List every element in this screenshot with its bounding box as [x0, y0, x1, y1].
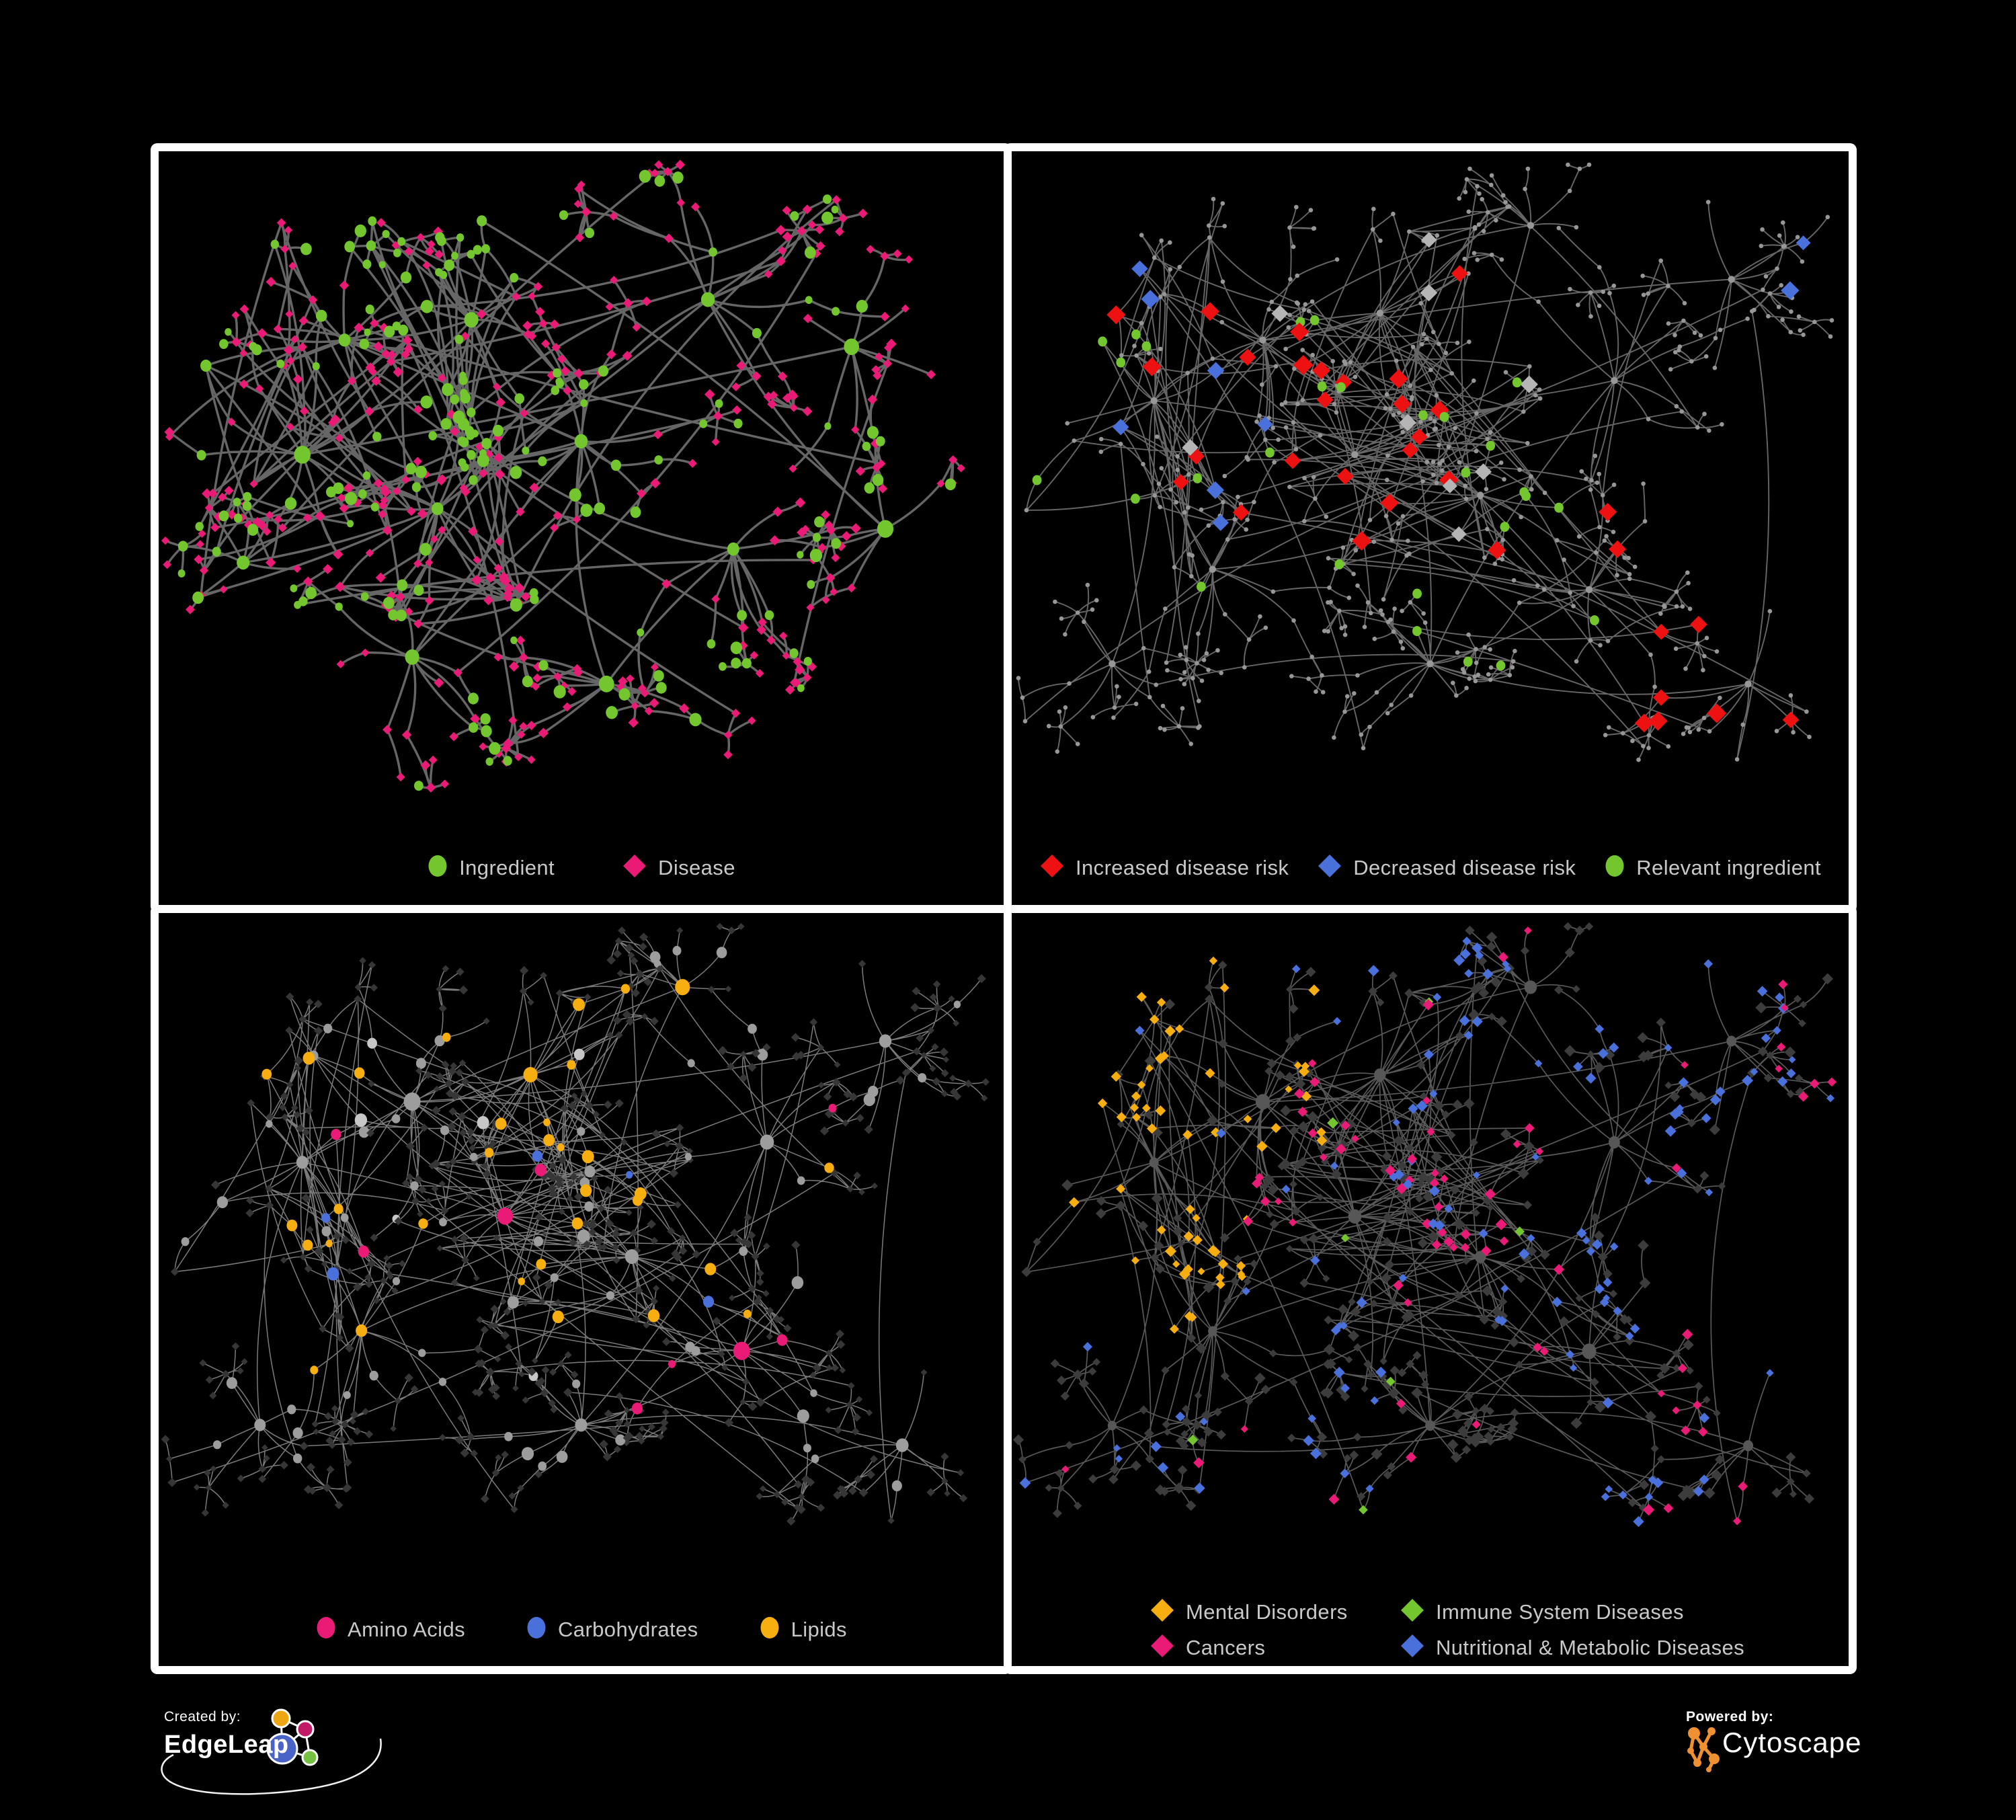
diamond-node-icon — [1150, 1633, 1175, 1662]
legend-item-label: Increased disease risk — [1076, 855, 1289, 879]
legend-item-label: Ingredient — [459, 855, 555, 879]
legend-item-relevant-ingredient: Relevant ingredient — [1604, 854, 1821, 881]
cytoscape-logo-icon — [1687, 1727, 1720, 1772]
legend-item-carbohydrates: Carbohydrates — [526, 1616, 698, 1643]
network-graph-ingredient-disease — [161, 159, 965, 793]
legend-nutrient-classes: Amino Acids Carbohydrates Lipids — [159, 1616, 1004, 1643]
panel-disease-classes-network: Mental Disorders Immune System Diseases Ca… — [1004, 905, 1857, 1674]
edgeleap-credit: Created by: EdgeLeap — [159, 1706, 401, 1807]
network-graph-disease-classes — [1012, 922, 1837, 1528]
legend-ingredient-disease: Ingredient Disease — [159, 853, 1004, 882]
diamond-node-icon — [622, 853, 647, 882]
legend-item-label: Immune System Diseases — [1436, 1599, 1684, 1624]
circle-node-icon — [759, 1616, 780, 1643]
legend-item-label: Disease — [658, 855, 735, 879]
legend-item-mental-disorders: Mental Disorders — [1150, 1597, 1400, 1626]
legend-item-immune-system-diseases: Immune System Diseases — [1400, 1597, 1744, 1626]
diamond-node-icon — [1400, 1597, 1425, 1626]
network-graph-nutrient-classes — [161, 922, 990, 1526]
legend-item-increased-disease-risk: Increased disease risk — [1039, 853, 1289, 882]
panel-ingredient-disease-network: Ingredient Disease — [151, 143, 1012, 913]
legend-item-ingredient: Ingredient — [427, 854, 555, 881]
panel-nutrient-classes-network: Amino Acids Carbohydrates Lipids — [151, 905, 1012, 1674]
diamond-node-icon — [1400, 1633, 1425, 1662]
circle-node-icon — [1604, 854, 1625, 881]
panel-disease-risk-network: Increased disease risk Decreased disease … — [1004, 143, 1857, 913]
legend-item-label: Cancers — [1186, 1635, 1266, 1659]
network-graph-disease-risk — [1016, 162, 1834, 762]
legend-item-disease: Disease — [622, 853, 735, 882]
edgeleap-wordmark: EdgeLeap — [164, 1731, 289, 1759]
legend-item-label: Amino Acids — [348, 1617, 466, 1641]
edgeleap-logo-icon — [161, 1708, 382, 1795]
legend-item-label: Lipids — [791, 1617, 847, 1641]
diamond-node-icon — [1039, 853, 1065, 882]
legend-disease-classes: Mental Disorders Immune System Diseases Ca… — [1150, 1597, 1744, 1662]
circle-node-icon — [526, 1616, 547, 1643]
cytoscape-wordmark: Cytoscape — [1722, 1727, 1862, 1758]
legend-item-label: Relevant ingredient — [1636, 855, 1821, 879]
legend-item-decreased-disease-risk: Decreased disease risk — [1317, 853, 1576, 882]
legend-item-label: Carbohydrates — [558, 1617, 698, 1641]
legend-item-label: Nutritional & Metabolic Diseases — [1436, 1635, 1745, 1659]
legend-item-label: Decreased disease risk — [1353, 855, 1576, 879]
legend-item-lipids: Lipids — [759, 1616, 847, 1643]
legend-disease-risk: Increased disease risk Decreased disease … — [1012, 853, 1849, 882]
legend-item-label: Mental Disorders — [1186, 1599, 1348, 1624]
diamond-node-icon — [1317, 853, 1342, 882]
cytoscape-credit: Powered by: Cytoscape — [1681, 1708, 1902, 1788]
legend-item-cancers: Cancers — [1150, 1633, 1400, 1662]
diamond-node-icon — [1150, 1597, 1175, 1626]
circle-node-icon — [427, 854, 448, 881]
created-by-label: Created by: — [164, 1709, 241, 1725]
powered-by-label: Powered by: — [1686, 1709, 1774, 1725]
legend-item-amino-acids: Amino Acids — [315, 1616, 465, 1643]
legend-item-nutritional-metabolic-diseases: Nutritional & Metabolic Diseases — [1400, 1633, 1744, 1662]
circle-node-icon — [315, 1616, 337, 1643]
